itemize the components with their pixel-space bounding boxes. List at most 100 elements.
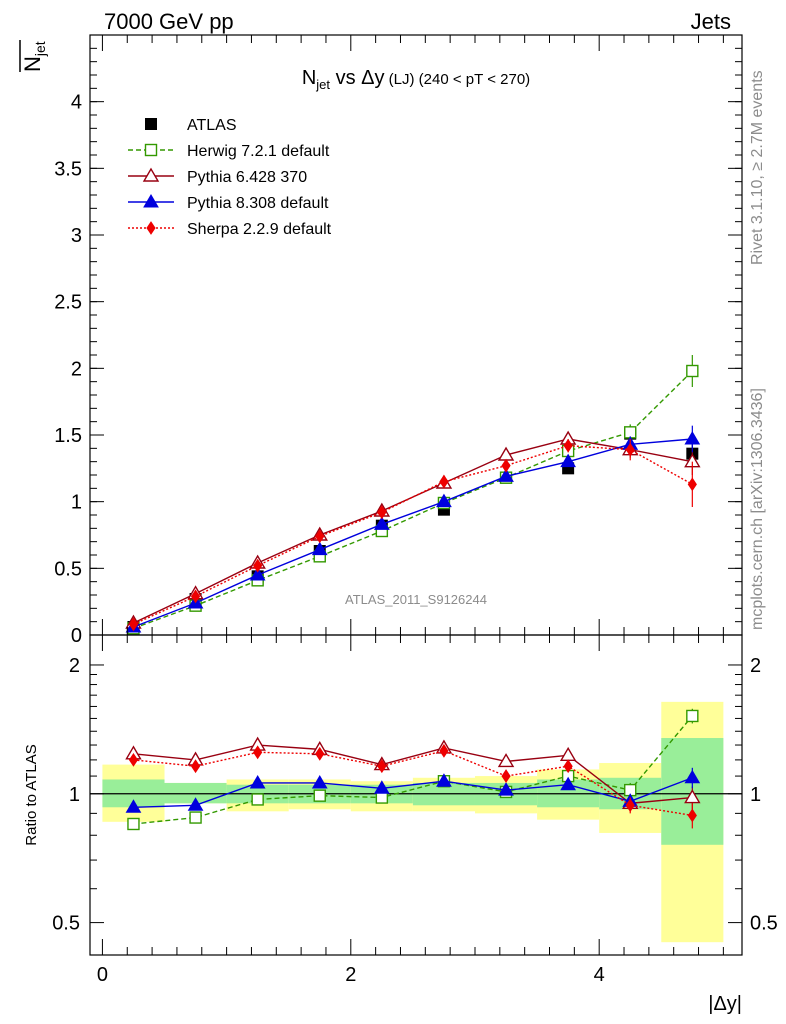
ratio-y-tick-label: 0.5: [52, 913, 80, 935]
main-data-point: [439, 474, 449, 489]
main-data-point: [686, 364, 699, 378]
ratio-data-point: [377, 759, 387, 774]
main-data-point: [560, 453, 577, 468]
ylabel-main: N: [20, 56, 45, 72]
legend-marker: [144, 143, 158, 157]
ratio-data-point: [501, 769, 511, 783]
mcplots-label: mcplots.cern.ch [arXiv:1306.3436]: [749, 388, 766, 630]
ratio-data-point: [249, 774, 266, 789]
main-data-point: [128, 617, 139, 632]
main-y-tick-label: 1: [71, 492, 82, 514]
x-tick-label: 0: [97, 964, 108, 986]
ratio-series-pythia-6-428-370: [125, 736, 701, 812]
watermark: ATLAS_2011_S9126244: [345, 592, 487, 607]
ratio-data-point: [497, 753, 515, 768]
header-right: Jets: [691, 9, 731, 34]
legend-marker: [142, 167, 160, 182]
ratio-data-point: [560, 776, 577, 791]
ratio-data-point: [686, 709, 699, 723]
legend-marker: [143, 194, 159, 208]
ratio-data-point: [439, 743, 449, 758]
legend-label: Pythia 6.428 370: [187, 169, 307, 186]
main-data-point: [249, 567, 266, 581]
main-series-line: [133, 370, 693, 629]
main-data-point: [190, 589, 201, 604]
title-main: N: [302, 67, 316, 89]
main-panel: 0 0.5 1 1.5 2 2.5 3 3.5 4 ATLAS Herwig 7.2.1 defau…: [54, 34, 743, 647]
ratio-series-line: [133, 715, 693, 825]
legend-marker: [145, 118, 157, 130]
ratio-plot-frame: [89, 634, 743, 956]
legend-entry: ATLAS: [145, 117, 237, 134]
ratio-data-point: [127, 817, 140, 831]
main-data-point: [377, 505, 387, 520]
ratio-data-point: [125, 799, 142, 813]
main-y-tick-label: 0: [71, 625, 82, 647]
x-tick-label: 2: [345, 964, 356, 986]
ratio-data-point: [251, 793, 264, 806]
legend-label: Herwig 7.2.1 default: [187, 143, 330, 160]
main-y-tick-label: 2: [71, 358, 82, 380]
title-small: (LJ): [385, 71, 415, 88]
title-sub: jet: [315, 77, 330, 92]
x-tick-label: 4: [594, 964, 605, 986]
ratio-data-point: [559, 746, 577, 762]
main-series-line: [133, 438, 693, 628]
main-data-point: [373, 516, 390, 530]
ylabel-sub: jet: [32, 41, 48, 57]
legend: ATLAS Herwig 7.2.1 default Pythia 6.428 37…: [128, 117, 332, 238]
ratio-data-point: [436, 773, 452, 787]
title-tail: (240 < pT < 270): [415, 71, 531, 88]
ratio-series-sherpa-2-2-9-default: [128, 743, 697, 829]
main-data-point: [498, 468, 514, 482]
legend-entry: Pythia 8.308 default: [128, 194, 329, 212]
main-y-tick-label: 2.5: [54, 292, 82, 314]
legend-label: ATLAS: [187, 117, 237, 134]
legend-label: Sherpa 2.2.9 default: [187, 221, 332, 238]
ratio-data-point: [128, 753, 139, 767]
header-left: 7000 GeV pp: [104, 9, 234, 34]
main-y-axis-label: Njet: [19, 40, 48, 72]
ratio-band-stat: [164, 782, 227, 804]
main-data-point: [253, 558, 263, 573]
legend-marker: [146, 221, 156, 235]
ratio-data-point: [313, 789, 326, 802]
legend-label: Pythia 8.308 default: [187, 195, 329, 212]
main-data-point: [436, 493, 452, 508]
main-y-tick-label: 3: [71, 225, 82, 247]
x-axis-label: |Δy|: [708, 993, 742, 1015]
ratio-data-point: [315, 746, 325, 761]
legend-entry: Sherpa 2.2.9 default: [128, 221, 332, 238]
ratio-y-axis-label: Ratio to ATLAS: [23, 744, 40, 845]
ratio-panel: 0 2 4 0.5 0.5 1 1 2 2: [52, 634, 778, 986]
ratio-data-point: [625, 798, 635, 813]
ratio-data-point: [684, 789, 701, 804]
title-rest: vs Δy: [330, 67, 384, 89]
main-y-tick-label: 3.5: [54, 158, 82, 180]
main-chart-title: Njet vs Δy (LJ) (240 < pT < 270): [302, 67, 530, 92]
main-data-point: [501, 458, 511, 473]
main-y-tick-label: 4: [71, 92, 82, 114]
ratio-series-line: [133, 744, 693, 805]
ratio-data-point: [563, 759, 573, 774]
ratio-series-line: [133, 777, 693, 808]
main-y-tick-label: 0.5: [54, 558, 82, 580]
ratio-data-point: [311, 774, 328, 789]
ratio-y-tick-label-right: 2: [750, 655, 761, 677]
main-data-point: [315, 529, 325, 544]
ratio-series-pythia-8-308-default: [125, 767, 701, 813]
main-data-point: [684, 431, 701, 445]
main-y-tick-label: 1.5: [54, 425, 82, 447]
ratio-y-tick-label: 2: [69, 655, 80, 677]
main-data-point: [625, 442, 635, 457]
ratio-data-point: [687, 808, 697, 823]
main-data-point: [311, 541, 328, 556]
main-data-point: [624, 426, 637, 439]
svg-text:Njet: Njet: [20, 41, 48, 72]
ratio-data-point: [498, 782, 514, 796]
main-data-point: [563, 438, 573, 453]
main-data-point: [687, 477, 697, 492]
ratio-data-point: [684, 769, 701, 784]
ratio-data-point: [189, 811, 202, 824]
